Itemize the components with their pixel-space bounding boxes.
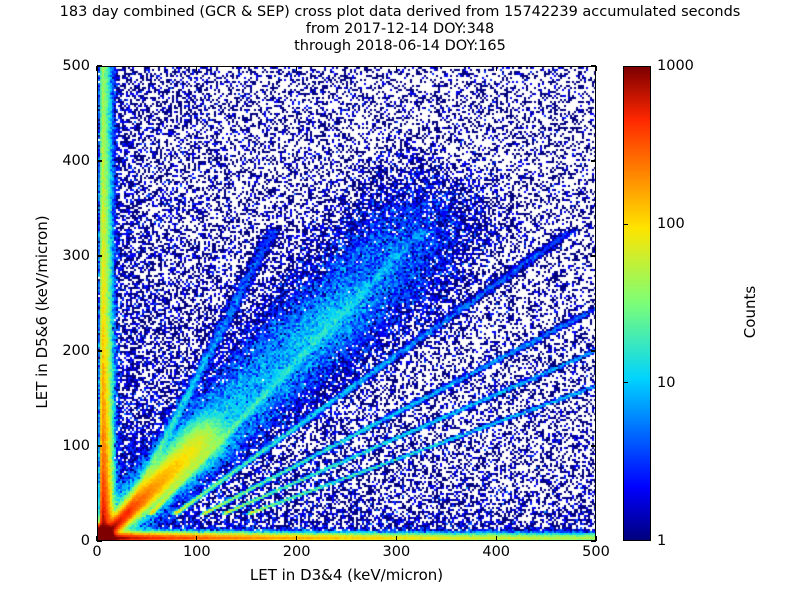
x-axis-ticklabel: 0 <box>92 544 102 560</box>
x-axis-tick <box>595 536 597 541</box>
y-axis-ticklabel: 400 <box>62 153 90 169</box>
y-axis-tick <box>591 445 596 447</box>
colorbar-tick <box>623 223 628 225</box>
x-axis-ticklabel: 100 <box>182 544 211 560</box>
plot-area <box>97 66 596 541</box>
y-axis-ticklabel: 0 <box>80 533 90 549</box>
y-axis-tick <box>591 540 596 542</box>
y-axis-tick <box>97 350 102 352</box>
title-line-2: from 2017-12-14 DOY:348 <box>305 21 495 37</box>
title-line-3: through 2018-06-14 DOY:165 <box>294 38 506 54</box>
x-axis-ticklabel: 300 <box>382 544 411 560</box>
y-axis-label: LET in D5&6 (keV/micron) <box>33 215 51 409</box>
y-axis-tick <box>97 445 102 447</box>
x-axis-label: LET in D3&4 (keV/micron) <box>249 566 444 584</box>
x-axis-ticklabel: 200 <box>282 544 311 560</box>
y-axis-tick <box>591 255 596 257</box>
x-axis-ticklabel: 400 <box>482 544 511 560</box>
colorbar-ticklabel: 100 <box>657 216 685 233</box>
colorbar-ticklabel: 10 <box>657 374 676 391</box>
y-axis-tick <box>591 65 596 67</box>
title-line-1: 183 day combined (GCR & SEP) cross plot … <box>59 4 741 20</box>
colorbar-tick <box>623 382 628 384</box>
colorbar-gradient <box>623 66 651 541</box>
x-axis-tick <box>595 66 597 71</box>
x-axis-ticklabel: 500 <box>582 544 610 560</box>
y-axis-tick <box>97 65 102 67</box>
y-axis-ticklabel: 300 <box>62 248 90 264</box>
x-axis-tick <box>395 66 398 71</box>
x-axis-tick <box>295 536 298 541</box>
density-scatter-plot <box>98 67 595 540</box>
y-axis-ticklabel: 100 <box>62 438 90 454</box>
x-axis-tick <box>96 536 98 541</box>
y-axis-tick <box>97 255 102 257</box>
x-axis-tick <box>295 66 298 71</box>
colorbar-ticklabel: 1000 <box>657 58 694 74</box>
y-axis-tick <box>97 160 102 162</box>
colorbar-ticklabel: 1 <box>657 533 667 549</box>
y-axis-ticklabel: 500 <box>62 58 90 74</box>
x-axis-tick <box>495 66 497 71</box>
y-axis-tick <box>591 160 596 162</box>
x-axis-tick <box>196 66 198 71</box>
y-axis-ticklabel: 200 <box>62 343 90 359</box>
chart-title: 183 day combined (GCR & SEP) cross plot … <box>0 4 800 55</box>
x-axis-tick <box>495 536 497 541</box>
x-axis-tick <box>395 536 398 541</box>
x-axis-tick <box>196 536 198 541</box>
y-axis-tick <box>97 540 102 542</box>
colorbar <box>623 66 651 541</box>
colorbar-label: Counts <box>741 285 759 339</box>
x-axis-tick <box>96 66 98 71</box>
y-axis-tick <box>591 350 596 352</box>
